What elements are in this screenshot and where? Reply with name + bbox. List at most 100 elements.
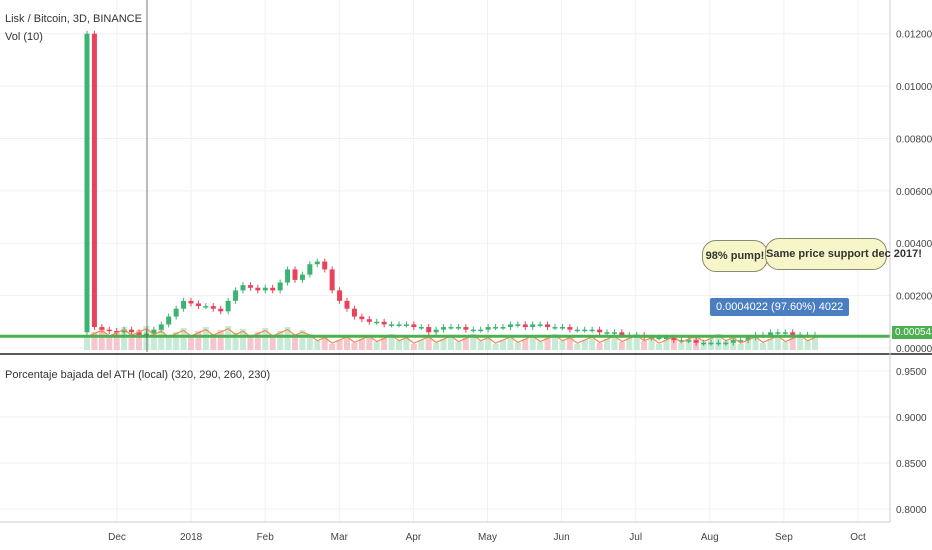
- volume-bar: [663, 340, 670, 350]
- volume-bar: [358, 339, 365, 350]
- candle-body: [619, 332, 625, 335]
- volume-bar: [396, 341, 402, 350]
- volume-bar: [641, 341, 648, 350]
- candle-body: [589, 329, 595, 332]
- volume-bar: [685, 339, 692, 350]
- volume-bar: [254, 332, 261, 350]
- candle-body: [277, 282, 283, 291]
- volume-bar: [240, 329, 246, 350]
- candle-body: [545, 324, 551, 328]
- candle-body: [218, 308, 224, 312]
- candle-body: [166, 316, 172, 325]
- volume-bar: [98, 328, 105, 350]
- candle-body: [597, 329, 603, 333]
- candle-body: [522, 324, 528, 328]
- candle-body: [210, 306, 216, 309]
- time-tick-label: Jun: [554, 532, 570, 543]
- candle-body: [307, 264, 313, 275]
- candle-body: [663, 337, 669, 340]
- time-tick-label: Jul: [629, 532, 642, 543]
- time-tick-label: Dec: [108, 532, 126, 543]
- volume-bar: [143, 326, 150, 350]
- volume-bar: [210, 334, 217, 350]
- volume-bar: [284, 327, 291, 350]
- volume-bar: [351, 343, 358, 350]
- indicator-legend[interactable]: Porcentaje bajada del ATH (local) (320, …: [5, 369, 271, 381]
- volume-bar: [782, 342, 789, 350]
- time-tick-label: Oct: [850, 532, 866, 543]
- volume-bar: [745, 340, 752, 350]
- candle-body: [775, 332, 781, 334]
- volume-bar: [462, 338, 469, 350]
- measure-label: 0.0004022 (97.60%) 4022: [710, 298, 850, 316]
- candle-body: [233, 290, 239, 301]
- candle-body: [84, 33, 90, 333]
- candle-body: [91, 33, 97, 328]
- volume-bar: [700, 342, 707, 350]
- time-tick-label: 2018: [180, 532, 203, 543]
- candle-body: [195, 303, 201, 307]
- volume-bar: [529, 335, 536, 350]
- candle-body: [782, 332, 788, 334]
- price-tick-label: 0.0060000: [896, 187, 932, 198]
- volume-bar: [611, 335, 618, 350]
- time-tick-label: Mar: [331, 532, 349, 543]
- volume-bar: [648, 337, 655, 350]
- candle-body: [478, 329, 484, 332]
- volume-bar: [329, 344, 336, 350]
- volume-bar: [180, 328, 187, 350]
- volume-bar: [596, 343, 603, 350]
- candle-body: [686, 340, 692, 342]
- volume-bar: [737, 344, 744, 350]
- annotation-bubble-pump[interactable]: 98% pump!: [702, 240, 768, 272]
- volume-legend[interactable]: Vol (10): [5, 31, 43, 43]
- candle-body: [693, 340, 699, 343]
- volume-bar: [470, 334, 477, 350]
- candle-body: [738, 340, 744, 342]
- annotation-bubble-support[interactable]: Same price support dec 2017!: [765, 238, 922, 270]
- volume-bar: [306, 334, 313, 350]
- candle-body: [470, 329, 476, 332]
- volume-bar: [514, 343, 521, 350]
- volume-bar: [767, 339, 774, 350]
- volume-bar: [537, 342, 544, 350]
- time-tick-label: Aug: [701, 532, 719, 543]
- candle-body: [359, 316, 365, 320]
- volume-bar: [566, 337, 573, 350]
- volume-bar: [373, 342, 380, 350]
- candle-body: [567, 327, 573, 330]
- candle-body: [337, 290, 343, 301]
- price-tick-label: 0.0120000: [896, 30, 932, 41]
- volume-bar: [492, 344, 499, 350]
- candle-body: [745, 337, 751, 341]
- volume-bar: [269, 335, 276, 350]
- volume-bar: [626, 338, 633, 350]
- candle-body: [715, 342, 721, 345]
- volume-bar: [604, 339, 610, 350]
- candle-body: [500, 327, 506, 329]
- indicator-tick-label: 0.8000: [896, 505, 927, 516]
- volume-bar: [195, 331, 202, 350]
- symbol-legend[interactable]: Lisk / Bitcoin, 3D, BINANCE: [5, 13, 142, 25]
- candle-body: [411, 324, 417, 328]
- candle-body: [151, 329, 157, 334]
- volume-bar: [656, 344, 662, 350]
- price-tick-label: 0.0080000: [896, 134, 932, 145]
- volume-bar: [225, 326, 232, 350]
- candle-body: [723, 342, 729, 345]
- volume-bar: [158, 329, 165, 350]
- volume-bar: [752, 336, 759, 350]
- volume-bar: [150, 333, 157, 350]
- candle-body: [389, 324, 395, 326]
- volume-bar: [247, 336, 254, 350]
- candle-body: [114, 330, 120, 333]
- candle-body: [433, 329, 439, 333]
- volume-bar: [433, 343, 440, 350]
- candle-body: [678, 340, 684, 342]
- volume-bar: [128, 334, 135, 350]
- volume-bar: [448, 335, 454, 350]
- candle-body: [129, 329, 135, 333]
- candle-body: [396, 324, 402, 326]
- volume-bar: [618, 342, 625, 350]
